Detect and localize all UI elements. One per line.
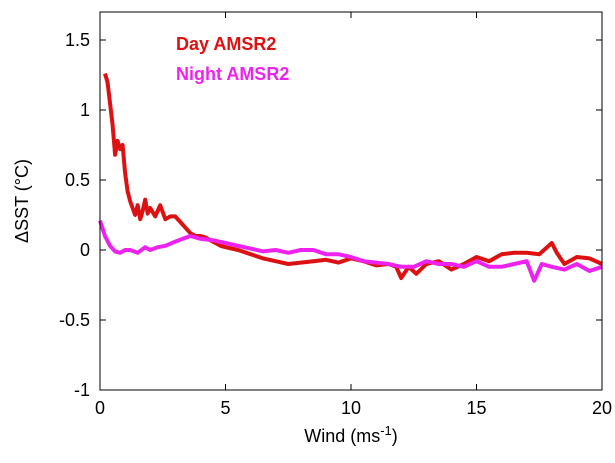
x-axis-title-main: Wind (ms — [304, 426, 380, 446]
x-tick-label: 15 — [466, 398, 486, 418]
x-axis-title-close: ) — [392, 426, 398, 446]
y-tick-label: -1 — [74, 380, 90, 400]
x-axis-title: Wind (ms-1) — [304, 423, 398, 446]
x-axis-title-superscript: -1 — [380, 423, 392, 438]
x-tick-label: 20 — [592, 398, 612, 418]
y-tick-label: 0.5 — [65, 170, 90, 190]
x-tick-label: 10 — [341, 398, 361, 418]
series-lines — [98, 73, 603, 283]
series-line-night-amsr2 — [98, 219, 603, 283]
y-tick-label: 1.5 — [65, 30, 90, 50]
y-tick-label: -0.5 — [59, 310, 90, 330]
legend-night-amsr2: Night AMSR2 — [176, 64, 289, 84]
y-axis-title: ΔSST (°C) — [12, 159, 32, 243]
y-tick-label: 0 — [80, 240, 90, 260]
x-tick-label: 0 — [95, 398, 105, 418]
axis-ticks: 0 5 10 15 20 -1 -0.5 0 0.5 1 1.5 — [59, 12, 612, 418]
x-tick-label: 5 — [220, 398, 230, 418]
legend-day-amsr2: Day AMSR2 — [176, 34, 276, 54]
y-tick-label: 1 — [80, 100, 90, 120]
series-line-day-amsr2 — [103, 73, 603, 280]
